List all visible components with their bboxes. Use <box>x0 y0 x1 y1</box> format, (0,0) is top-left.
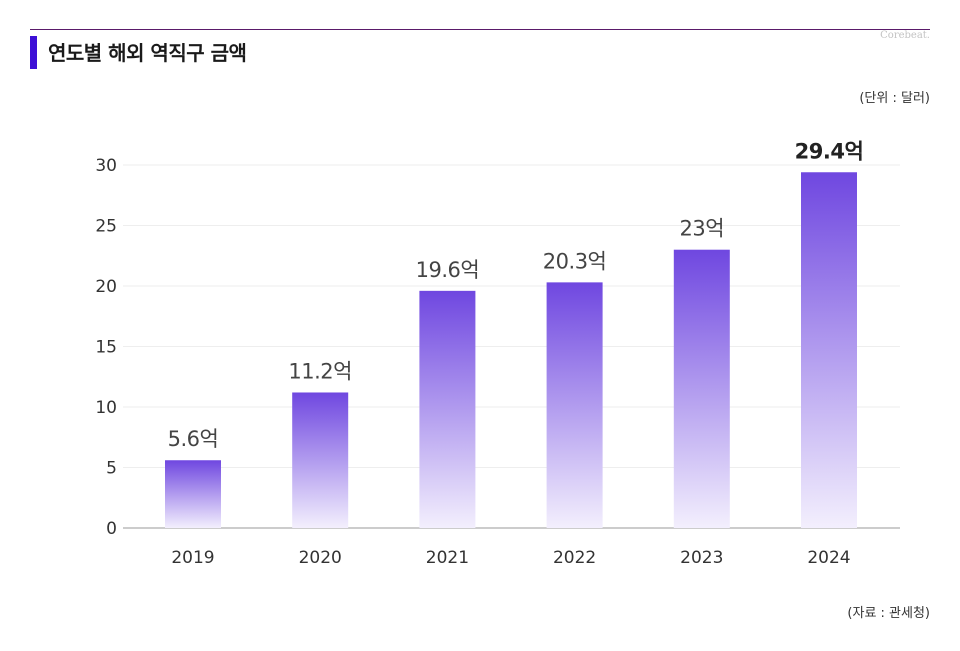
x-tick-label: 2021 <box>426 548 469 568</box>
bar <box>673 249 730 528</box>
y-tick-label: 0 <box>106 519 117 539</box>
bar-value-label: 19.6억 <box>416 258 480 282</box>
bar-layer <box>165 172 857 528</box>
chart-title: 연도별 해외 역직구 금액 <box>48 41 247 65</box>
bar-value-label: 29.4억 <box>795 139 864 163</box>
x-tick-label: 2022 <box>553 548 596 568</box>
y-tick-label: 5 <box>106 459 117 479</box>
y-tick-label: 25 <box>95 217 117 237</box>
x-tick-label: 2024 <box>807 548 850 568</box>
x-tick-label: 2020 <box>299 548 342 568</box>
y-tick-label: 15 <box>95 338 117 358</box>
y-tick-label: 10 <box>95 398 117 418</box>
bar-value-label: 5.6억 <box>168 427 219 451</box>
source-note: (자료 : 관세청) <box>847 606 930 621</box>
y-tick-label: 20 <box>95 277 117 297</box>
bar <box>165 460 221 528</box>
brand-logo: Corebeat. <box>880 30 930 41</box>
y-tick-label: 30 <box>95 156 117 176</box>
bar-value-label: 20.3억 <box>543 249 607 273</box>
title-accent-bar <box>30 36 37 69</box>
bar <box>292 392 349 528</box>
unit-note: (단위 : 달러) <box>859 91 930 106</box>
grid-layer <box>123 164 900 529</box>
bar <box>801 172 857 528</box>
label-layer: 0 5 10 15 20 25 30 5.6억 2019 11.2억 2020 19.6억 2021 20… <box>95 139 863 568</box>
bar <box>419 290 476 528</box>
x-tick-label: 2019 <box>171 548 214 568</box>
bar <box>546 282 603 528</box>
x-tick-label: 2023 <box>680 548 723 568</box>
bar-value-label: 23억 <box>680 217 725 241</box>
bar-value-label: 11.2억 <box>288 359 352 383</box>
top-rule <box>30 29 930 30</box>
